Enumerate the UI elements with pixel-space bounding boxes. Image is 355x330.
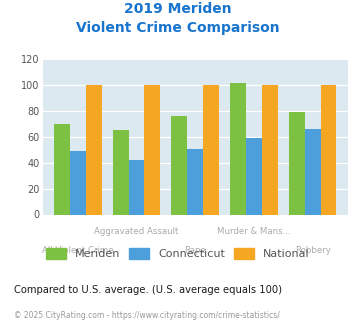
Bar bbox=[86, 85, 102, 214]
Bar bbox=[187, 148, 203, 214]
Text: Rape: Rape bbox=[184, 246, 206, 254]
Text: 2019 Meriden: 2019 Meriden bbox=[124, 2, 231, 16]
Text: All Violent Crime: All Violent Crime bbox=[42, 246, 114, 254]
Bar bbox=[289, 113, 305, 214]
Bar bbox=[54, 124, 70, 214]
Text: Violent Crime Comparison: Violent Crime Comparison bbox=[76, 21, 279, 35]
Bar bbox=[321, 85, 337, 214]
Bar bbox=[70, 151, 86, 214]
Bar bbox=[305, 129, 321, 214]
Legend: Meriden, Connecticut, National: Meriden, Connecticut, National bbox=[42, 244, 313, 263]
Bar bbox=[129, 160, 144, 214]
Text: Murder & Mans...: Murder & Mans... bbox=[217, 227, 291, 236]
Bar bbox=[246, 138, 262, 214]
Bar bbox=[203, 85, 219, 214]
Bar bbox=[262, 85, 278, 214]
Bar bbox=[230, 83, 246, 214]
Bar bbox=[144, 85, 160, 214]
Text: Compared to U.S. average. (U.S. average equals 100): Compared to U.S. average. (U.S. average … bbox=[14, 285, 282, 295]
Text: © 2025 CityRating.com - https://www.cityrating.com/crime-statistics/: © 2025 CityRating.com - https://www.city… bbox=[14, 311, 280, 320]
Bar bbox=[171, 116, 187, 214]
Text: Aggravated Assault: Aggravated Assault bbox=[94, 227, 179, 236]
Bar bbox=[113, 130, 129, 214]
Text: Robbery: Robbery bbox=[295, 246, 331, 254]
